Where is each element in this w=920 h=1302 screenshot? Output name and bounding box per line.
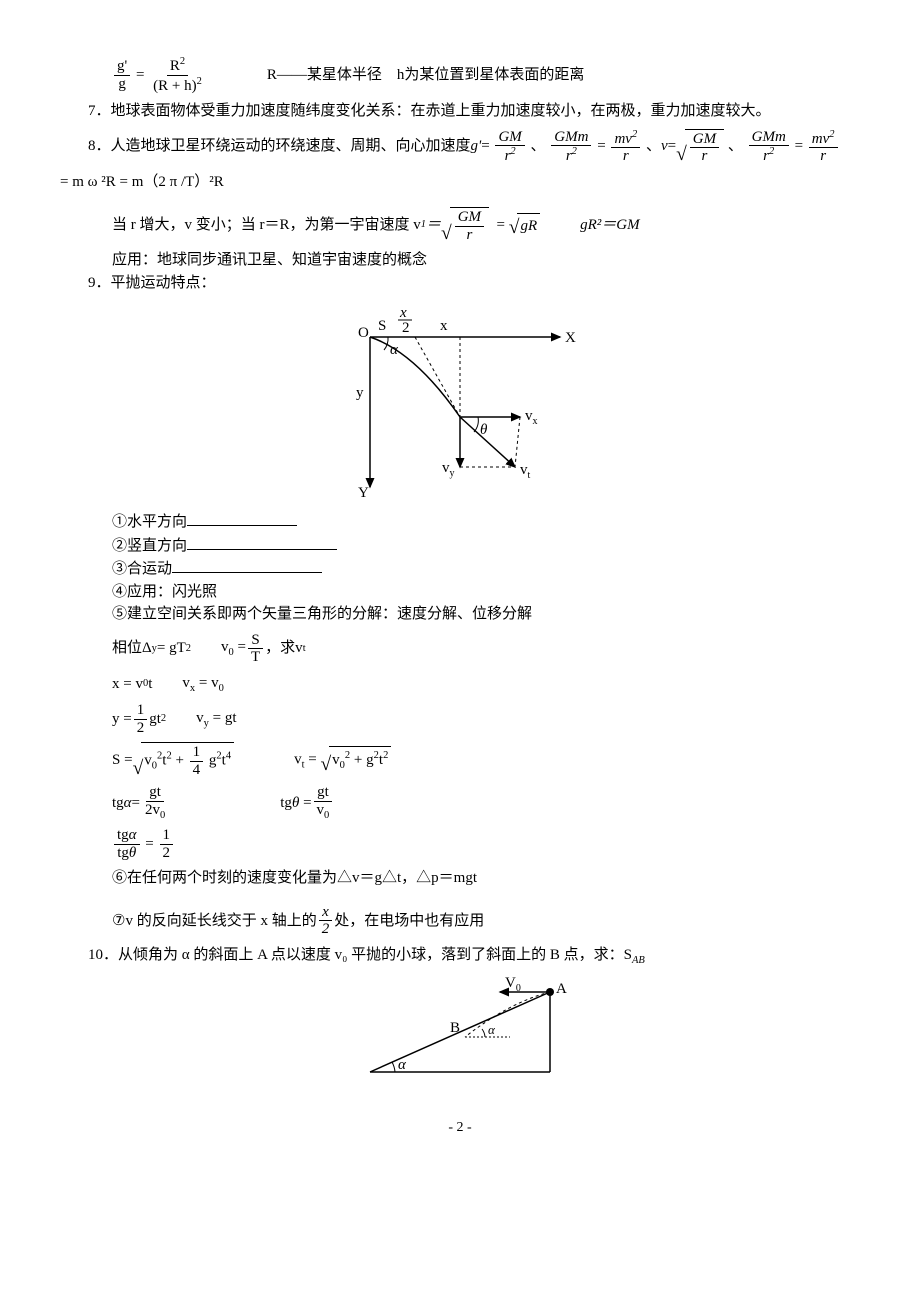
svg-text:S: S: [378, 318, 386, 334]
svg-text:α: α: [398, 1057, 407, 1073]
sub-3: ③合运动: [60, 557, 860, 581]
formula-gprime: g' g = R2 (R + h)2 R——某星体半径 h为某位置到星体表面的距…: [60, 56, 860, 94]
eq-phase: 相位Δy = gT2 v0 = ST ，求vt: [60, 632, 860, 666]
sqrt-GM-r: √ GM r: [676, 129, 724, 165]
item-10: 10．从倾角为 α 的斜面上 A 点以速度 v₀ 平抛的小球，落到了斜面上的 B…: [60, 944, 860, 969]
svg-text:B: B: [450, 1020, 460, 1036]
svg-text:x: x: [399, 305, 407, 321]
svg-text:2: 2: [402, 320, 410, 336]
frac-mv2-r: mv2 r: [611, 129, 640, 165]
item-8: 8．人造地球卫星环绕运动的环绕速度、周期、向心加速度 g' = GM r2 、 …: [60, 129, 860, 165]
gprime: g': [471, 135, 482, 158]
frac-mv2-r-b: mv2 r: [809, 129, 838, 165]
frac-R2-Rh2: R2 (R + h)2: [150, 56, 205, 94]
blank-1: [187, 510, 297, 526]
svg-text:vx: vx: [525, 408, 538, 427]
eq-S-vt: S = √ v02t2 + 14 g2t4 vt = √ v02 + g2t2: [60, 742, 860, 778]
sqrt-GM-r-2: √ GM r: [441, 207, 489, 243]
item-8-prefix: 8．人造地球卫星环绕运动的环绕速度、周期、向心加速度: [88, 135, 471, 158]
note-R-h: R——某星体半径 h为某位置到星体表面的距离: [267, 64, 585, 87]
eq-tga-tgtheta: tgα = gt2v0 tgθ = gtv0: [60, 784, 860, 821]
blank-3: [172, 557, 322, 573]
eq-ratio: tgα tgθ = 12: [60, 827, 860, 861]
svg-text:y: y: [356, 385, 364, 401]
item-8-tail: = m ω ²R = m（2 π /T）²R: [60, 171, 860, 194]
sub-1: ①水平方向: [60, 510, 860, 534]
svg-text:O: O: [358, 325, 369, 341]
diagram-projectile: X Y O S x 2 x α y vx vy vt θ: [340, 302, 580, 502]
item-8-line3: 应用：地球同步通讯卫星、知道宇宙速度的概念: [60, 249, 860, 272]
frac-gprime-g: g' g: [114, 58, 130, 92]
svg-text:X: X: [565, 330, 576, 346]
svg-text:θ: θ: [480, 422, 488, 438]
item-8-line2: 当 r 增大，v 变小；当 r＝R，为第一宇宙速度 v1＝ √ GM r = √…: [60, 207, 860, 243]
sqrt-gR: √ gR: [509, 213, 540, 238]
svg-text:α: α: [488, 1022, 496, 1037]
item-9: 9．平抛运动特点：: [60, 272, 860, 295]
num: R2: [167, 56, 188, 76]
equals: =: [132, 64, 148, 87]
svg-text:α: α: [390, 342, 399, 358]
blank-2: [187, 534, 337, 550]
frac-GM-r2: GM r2: [495, 129, 524, 165]
frac-GMm-r2-b: GMm r2: [749, 129, 789, 165]
den: g: [115, 76, 129, 93]
eq-y-vy: y = 12 gt2 vy = gt: [60, 702, 860, 736]
frac-GMm-r2: GMm r2: [551, 129, 591, 165]
svg-text:vy: vy: [442, 460, 455, 479]
num: g': [114, 58, 130, 76]
sub-7: ⑦v 的反向延长线交于 x 轴上的 x2 处，在电场中也有应用: [60, 904, 860, 938]
svg-text:A: A: [556, 981, 567, 997]
sub-5: ⑤建立空间关系即两个矢量三角形的分解：速度分解、位移分解: [60, 603, 860, 626]
svg-text:x: x: [440, 318, 448, 334]
svg-text:vt: vt: [520, 462, 531, 481]
svg-text:Y: Y: [358, 485, 369, 501]
sub-2: ②竖直方向: [60, 534, 860, 558]
page-number: - 2 -: [60, 1117, 860, 1138]
eq-x-vx: x = v0t vx = v0: [60, 672, 860, 697]
item-7: 7．地球表面物体受重力加速度随纬度变化关系：在赤道上重力加速度较小，在两极，重力…: [60, 100, 860, 123]
sub-4: ④应用：闪光照: [60, 581, 860, 604]
diagram-incline: α A V0 B α: [350, 977, 570, 1087]
gR2-GM: gR²＝GM: [580, 214, 640, 237]
den: (R + h)2: [150, 76, 205, 95]
sub-6: ⑥在任何两个时刻的速度变化量为△v＝g△t，△p＝mgt: [60, 867, 860, 890]
